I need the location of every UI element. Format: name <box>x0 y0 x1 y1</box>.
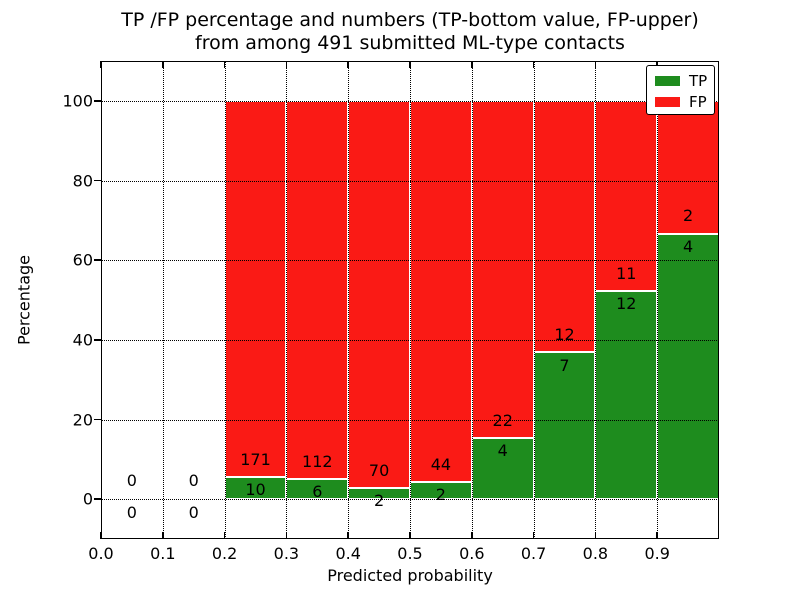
annotation-fp-count: 0 <box>188 471 199 491</box>
bar-segment-fp <box>533 100 596 353</box>
x-tick-mark <box>223 532 226 539</box>
x-tick-mark <box>471 61 473 68</box>
x-tick-label: 0.5 <box>397 544 423 563</box>
annotation-fp-count: 11 <box>616 264 637 284</box>
x-gridline <box>657 61 659 539</box>
x-gridline <box>162 61 164 539</box>
x-tick-mark <box>100 61 102 68</box>
y-tick-mark <box>94 339 101 341</box>
annotation-tp-count: 7 <box>559 355 570 375</box>
x-tick-mark <box>347 532 349 539</box>
annotation-tp-count: 12 <box>616 294 637 314</box>
x-gridline <box>595 61 597 539</box>
x-tick-label: 0.8 <box>582 544 609 563</box>
y-tick-mark <box>94 418 101 421</box>
x-tick-mark <box>532 532 535 539</box>
x-tick-mark <box>409 61 411 68</box>
x-tick-mark <box>594 61 597 68</box>
y-tick-mark <box>94 179 101 182</box>
x-gridline <box>348 61 350 539</box>
annotation-tp-count: 0 <box>126 503 137 523</box>
x-tick-label: 0.4 <box>335 544 361 563</box>
x-axis-title: Predicted probability <box>327 566 493 585</box>
legend-label-fp: FP <box>689 92 707 111</box>
y-tick-label: 60 <box>72 250 93 270</box>
y-tick-label: 100 <box>62 91 93 111</box>
annotation-fp-count: 2 <box>683 206 694 226</box>
x-tick-label: 0.3 <box>273 544 300 563</box>
x-tick-mark <box>347 61 349 68</box>
x-tick-mark <box>409 532 411 539</box>
annotation-fp-count: 70 <box>368 460 390 480</box>
x-tick-mark <box>162 61 164 68</box>
bar-segment-fp <box>224 100 287 478</box>
bar-segment-tp <box>657 233 719 500</box>
x-tick-mark <box>285 532 288 539</box>
chart-title-line1: TP /FP percentage and numbers (TP-bottom… <box>121 9 699 31</box>
bar-segment-fp <box>595 100 658 292</box>
annotation-tp-count: 6 <box>312 482 323 502</box>
bar-segment-fp <box>471 100 534 438</box>
annotation-fp-count: 22 <box>492 410 513 430</box>
x-tick-mark <box>223 61 226 68</box>
annotation-fp-count: 0 <box>126 471 137 491</box>
x-tick-label: 0.2 <box>211 544 238 563</box>
x-tick-label: 0.7 <box>520 544 547 563</box>
annotation-tp-count: 4 <box>497 441 508 461</box>
annotation-fp-count: 12 <box>554 325 575 345</box>
legend-label-tp: TP <box>689 71 708 90</box>
x-tick-mark <box>656 61 658 68</box>
tp-swatch-icon <box>655 76 680 86</box>
x-tick-label: 0.9 <box>644 544 670 563</box>
y-axis-title: Percentage <box>14 254 34 346</box>
bar-segment-tp <box>471 437 534 500</box>
x-tick-mark <box>532 61 535 68</box>
y-tick-mark <box>94 259 101 261</box>
y-tick-label: 80 <box>72 171 93 190</box>
y-tick-label: 0 <box>82 489 93 509</box>
legend-entry-fp: FP <box>655 94 714 110</box>
x-tick-mark <box>285 61 288 68</box>
bar-segment-tp <box>533 352 596 500</box>
y-tick-label: 40 <box>72 330 93 350</box>
bar-segment-fp <box>348 100 410 489</box>
plot-area: 0 0 0 0 171 10 112 6 70 2 44 2 22 4 12 7 11 12 2 4 <box>94 61 719 539</box>
x-tick-mark <box>100 532 102 539</box>
annotation-fp-count: 171 <box>240 450 271 470</box>
y-tick-mark <box>94 100 101 102</box>
x-gridline <box>533 61 535 539</box>
x-tick-mark <box>162 532 164 539</box>
bar-segment-fp <box>286 100 349 479</box>
annotation-tp-count: 4 <box>683 236 694 256</box>
annotation-fp-count: 112 <box>302 451 333 471</box>
x-gridline <box>224 61 226 539</box>
x-tick-mark <box>471 532 473 539</box>
annotation-fp-count: 44 <box>430 454 452 474</box>
x-gridline <box>410 61 411 539</box>
y-tick-mark <box>94 498 101 500</box>
bar-segment-tp <box>595 291 658 500</box>
bar-segment-fp <box>410 100 472 482</box>
annotation-tp-count: 2 <box>374 491 385 511</box>
legend: TP FP <box>646 65 715 115</box>
annotation-tp-count: 2 <box>435 484 446 504</box>
fp-swatch-icon <box>655 97 680 107</box>
x-tick-label: 0.6 <box>459 544 485 563</box>
x-gridline <box>286 61 288 539</box>
x-gridline <box>471 61 473 539</box>
x-tick-mark <box>594 532 597 539</box>
legend-entry-tp: TP <box>655 73 714 89</box>
x-tick-mark <box>656 532 658 539</box>
annotation-tp-count: 0 <box>188 503 199 523</box>
y-tick-label: 20 <box>72 410 93 429</box>
annotation-tp-count: 10 <box>245 480 266 500</box>
x-tick-label: 0.0 <box>88 544 114 563</box>
chart-title-line2: from among 491 submitted ML-type contact… <box>195 32 625 54</box>
x-tick-label: 0.1 <box>150 544 176 563</box>
